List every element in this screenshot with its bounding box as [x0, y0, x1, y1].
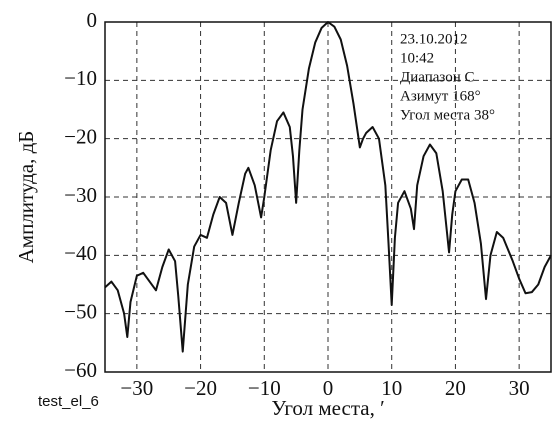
- y-axis-label: Амплитуда, дБ: [14, 131, 38, 264]
- footnote: test_el_6: [38, 393, 99, 410]
- x-tick-label: 0: [323, 376, 334, 400]
- data-line: [104, 21, 552, 353]
- annotation-line: Азимут 168°: [400, 88, 481, 104]
- x-tick-label: 20: [445, 376, 466, 400]
- y-tick-label: −60: [64, 358, 97, 382]
- annotation-line: 23.10.2012: [400, 31, 468, 47]
- x-axis-label: Угол места, ′: [271, 396, 384, 420]
- x-tick-label: −30: [120, 376, 153, 400]
- annotation-line: Угол места 38°: [400, 107, 495, 123]
- annotation-line: Диапазон C: [400, 69, 475, 85]
- y-tick-label: −30: [64, 183, 97, 207]
- y-tick-label: −40: [64, 241, 97, 265]
- annotation-line: 10:42: [400, 50, 434, 66]
- x-tick-label: −20: [184, 376, 217, 400]
- x-tick-label: −10: [248, 376, 281, 400]
- y-tick-label: −20: [64, 124, 97, 148]
- x-tick-label: 30: [509, 376, 530, 400]
- x-tick-label: 10: [381, 376, 402, 400]
- y-tick-label: 0: [87, 8, 98, 32]
- y-tick-label: −10: [64, 66, 97, 90]
- y-tick-label: −50: [64, 299, 97, 323]
